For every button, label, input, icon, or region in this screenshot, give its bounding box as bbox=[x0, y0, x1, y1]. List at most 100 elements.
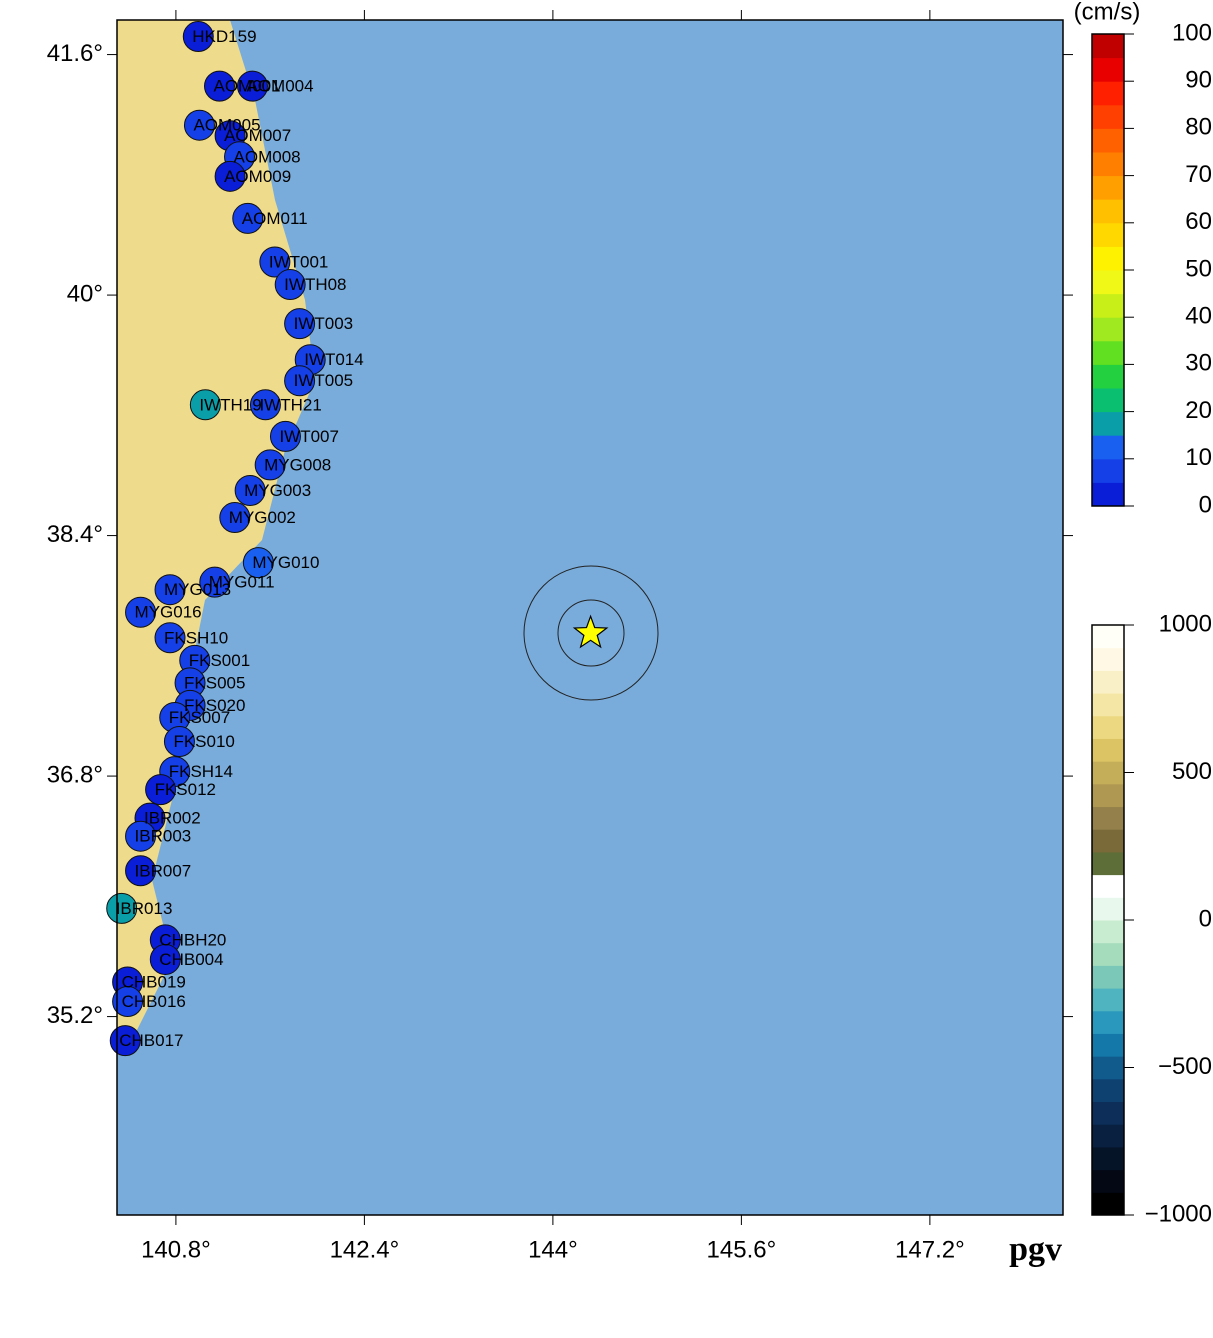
colorbar-step bbox=[1092, 851, 1124, 876]
station bbox=[284, 308, 316, 340]
station bbox=[259, 246, 291, 278]
colorbar-label: 1000 bbox=[1159, 610, 1212, 637]
colorbar-step bbox=[1092, 988, 1124, 1012]
colorbar-step bbox=[1092, 647, 1124, 671]
station bbox=[125, 820, 157, 852]
station-label: AOM001 bbox=[213, 77, 280, 96]
stations: HKD159AOM001AOM004AOM005AOM007AOM008AOM0… bbox=[106, 21, 364, 1057]
colorbar-label: 10 bbox=[1185, 444, 1212, 471]
station-label: IBR013 bbox=[116, 899, 173, 918]
station-label: FKS010 bbox=[173, 732, 234, 751]
station-label: FKS001 bbox=[189, 651, 250, 670]
distance-ring bbox=[557, 599, 625, 667]
station bbox=[232, 202, 264, 234]
colorbar-step bbox=[1092, 458, 1124, 483]
station-label: MYG013 bbox=[164, 580, 231, 599]
colorbar-label: 60 bbox=[1185, 208, 1212, 235]
colorbar-unit: (cm/s) bbox=[1074, 0, 1141, 25]
colorbar-label: 80 bbox=[1185, 114, 1212, 141]
colorbar-step bbox=[1092, 199, 1124, 224]
map-frame bbox=[116, 19, 1064, 1216]
station-label: HKD159 bbox=[192, 27, 256, 46]
y-tick-label: 38.4° bbox=[47, 521, 103, 548]
station bbox=[163, 726, 195, 758]
colorbar-step bbox=[1092, 57, 1124, 82]
colorbar-step bbox=[1092, 1192, 1124, 1216]
colorbar-step bbox=[1092, 829, 1124, 853]
colorbar-step bbox=[1092, 806, 1124, 830]
station bbox=[219, 502, 251, 534]
station-label: AOM004 bbox=[246, 77, 313, 96]
station bbox=[183, 109, 215, 141]
station-label: FKS020 bbox=[184, 696, 245, 715]
colorbar-step bbox=[1092, 364, 1124, 389]
colorbar-step bbox=[1092, 1078, 1124, 1103]
station bbox=[214, 160, 246, 192]
colorbar-label: 90 bbox=[1185, 67, 1212, 94]
colorbar-step bbox=[1092, 783, 1124, 808]
station-label: AOM009 bbox=[224, 167, 291, 186]
colorbar-step bbox=[1092, 411, 1124, 436]
station bbox=[112, 986, 144, 1018]
colorbar-step bbox=[1092, 435, 1124, 460]
station bbox=[274, 269, 306, 301]
colorbar-step bbox=[1092, 1146, 1124, 1171]
epicenter bbox=[572, 614, 609, 649]
colorbar-label: 40 bbox=[1185, 303, 1212, 330]
station-label: IBR007 bbox=[135, 861, 192, 880]
map-title: pgv bbox=[1009, 1231, 1062, 1268]
station bbox=[284, 365, 316, 397]
colorbar-step bbox=[1092, 34, 1124, 59]
station bbox=[106, 892, 138, 924]
colorbar-label: 0 bbox=[1199, 905, 1212, 932]
station-label: FKSH10 bbox=[164, 628, 228, 647]
station bbox=[189, 389, 221, 421]
colorbar-label: 500 bbox=[1172, 758, 1212, 785]
station-label: AOM007 bbox=[224, 126, 291, 145]
x-tick-label: 144° bbox=[528, 1236, 578, 1263]
station bbox=[236, 70, 268, 102]
station-label: IBR003 bbox=[135, 827, 192, 846]
colorbar-step bbox=[1092, 293, 1124, 318]
colorbar-step bbox=[1092, 317, 1124, 342]
colorbar-label: 70 bbox=[1185, 161, 1212, 188]
station-label: MYG010 bbox=[252, 553, 319, 572]
colorbar-step bbox=[1092, 920, 1124, 944]
station bbox=[145, 774, 177, 806]
station-label: MYG002 bbox=[229, 508, 296, 527]
station-label: FKS005 bbox=[184, 673, 245, 692]
colorbar-step bbox=[1092, 1169, 1124, 1193]
station-label: FKS007 bbox=[169, 708, 230, 727]
station-label: CHB019 bbox=[122, 972, 186, 991]
station-label: CHBH20 bbox=[159, 930, 226, 949]
station bbox=[199, 566, 231, 598]
colorbar-label: 50 bbox=[1185, 255, 1212, 282]
station-label: IWT007 bbox=[279, 427, 339, 446]
station bbox=[249, 389, 281, 421]
colorbar-step bbox=[1092, 340, 1124, 365]
station-label: AOM011 bbox=[242, 209, 308, 228]
colorbar-step bbox=[1092, 942, 1124, 966]
station-label: FKSH14 bbox=[169, 762, 233, 781]
station bbox=[125, 855, 157, 887]
station bbox=[254, 449, 286, 481]
distance-ring bbox=[523, 565, 659, 701]
station bbox=[154, 574, 186, 606]
station-label: AOM005 bbox=[193, 116, 260, 135]
station-label: MYG008 bbox=[264, 455, 331, 474]
colorbar-step bbox=[1092, 128, 1124, 153]
station bbox=[125, 596, 157, 628]
colorbar-step bbox=[1092, 897, 1124, 921]
x-tick-label: 147.2° bbox=[895, 1236, 965, 1263]
station-label: CHB016 bbox=[122, 992, 186, 1011]
station-label: MYG016 bbox=[135, 603, 202, 622]
colorbar-step bbox=[1092, 1010, 1124, 1034]
colorbar-step bbox=[1092, 693, 1124, 717]
colorbar-step bbox=[1092, 1124, 1124, 1148]
y-tick-label: 36.8° bbox=[47, 761, 103, 788]
station-label: CHB004 bbox=[159, 950, 223, 969]
station-label: IBR002 bbox=[144, 809, 201, 828]
y-tick-label: 41.6° bbox=[47, 40, 103, 67]
colorbar-label: 100 bbox=[1172, 19, 1212, 46]
colorbar-step bbox=[1092, 222, 1124, 247]
